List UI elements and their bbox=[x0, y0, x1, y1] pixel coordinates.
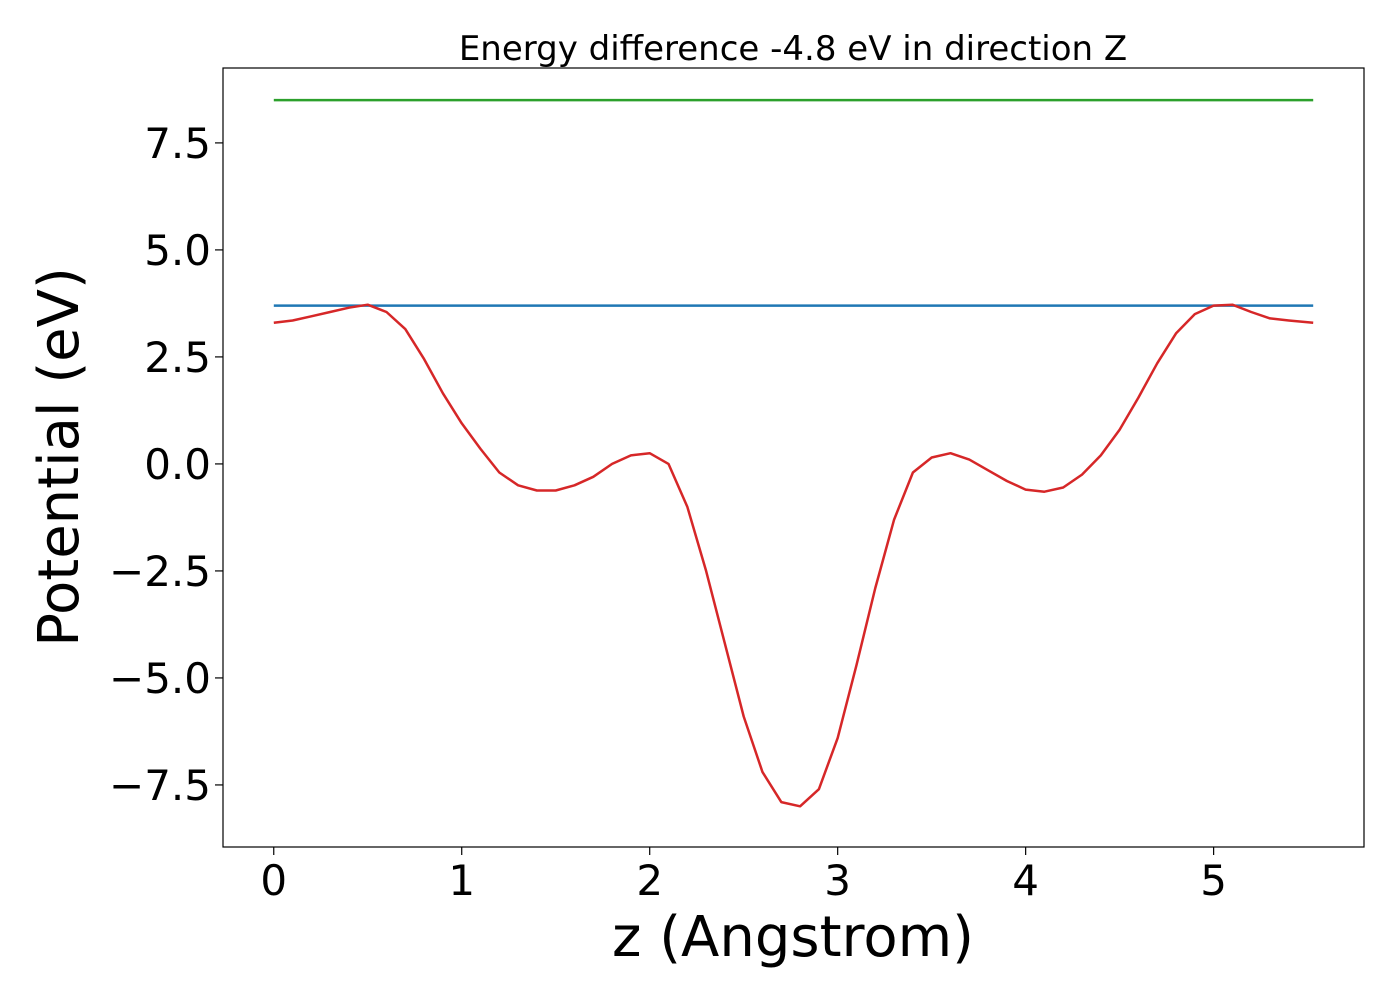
series-layer bbox=[273, 98, 1314, 808]
y-axis-title: Potential (eV) bbox=[27, 267, 92, 647]
x-axis-title: z (Angstrom) bbox=[612, 905, 974, 970]
x-tick-label: 2 bbox=[636, 856, 663, 905]
y-tick-label: −7.5 bbox=[109, 761, 211, 810]
x-tick-label: 5 bbox=[1200, 856, 1227, 905]
x-axis-ticks: 0 1 2 3 4 5 bbox=[260, 847, 1227, 905]
y-tick-label: 5.0 bbox=[144, 226, 211, 275]
x-tick-label: 4 bbox=[1012, 856, 1039, 905]
y-tick-label: 0.0 bbox=[144, 440, 211, 489]
x-tick-label: 1 bbox=[448, 856, 475, 905]
x-tick-label: 3 bbox=[824, 856, 851, 905]
y-axis-ticks: −7.5 −5.0 −2.5 0.0 2.5 5.0 7.5 bbox=[109, 119, 223, 810]
series-line-2 bbox=[273, 303, 1314, 808]
y-tick-label: 7.5 bbox=[144, 119, 211, 168]
y-tick-label: −5.0 bbox=[109, 654, 211, 703]
plot-frame bbox=[222, 67, 1365, 848]
y-tick-label: 2.5 bbox=[144, 333, 211, 382]
y-tick-label: −2.5 bbox=[109, 547, 211, 596]
x-tick-label: 0 bbox=[260, 856, 287, 905]
chart-title: Energy difference -4.8 eV in direction Z bbox=[459, 29, 1127, 69]
